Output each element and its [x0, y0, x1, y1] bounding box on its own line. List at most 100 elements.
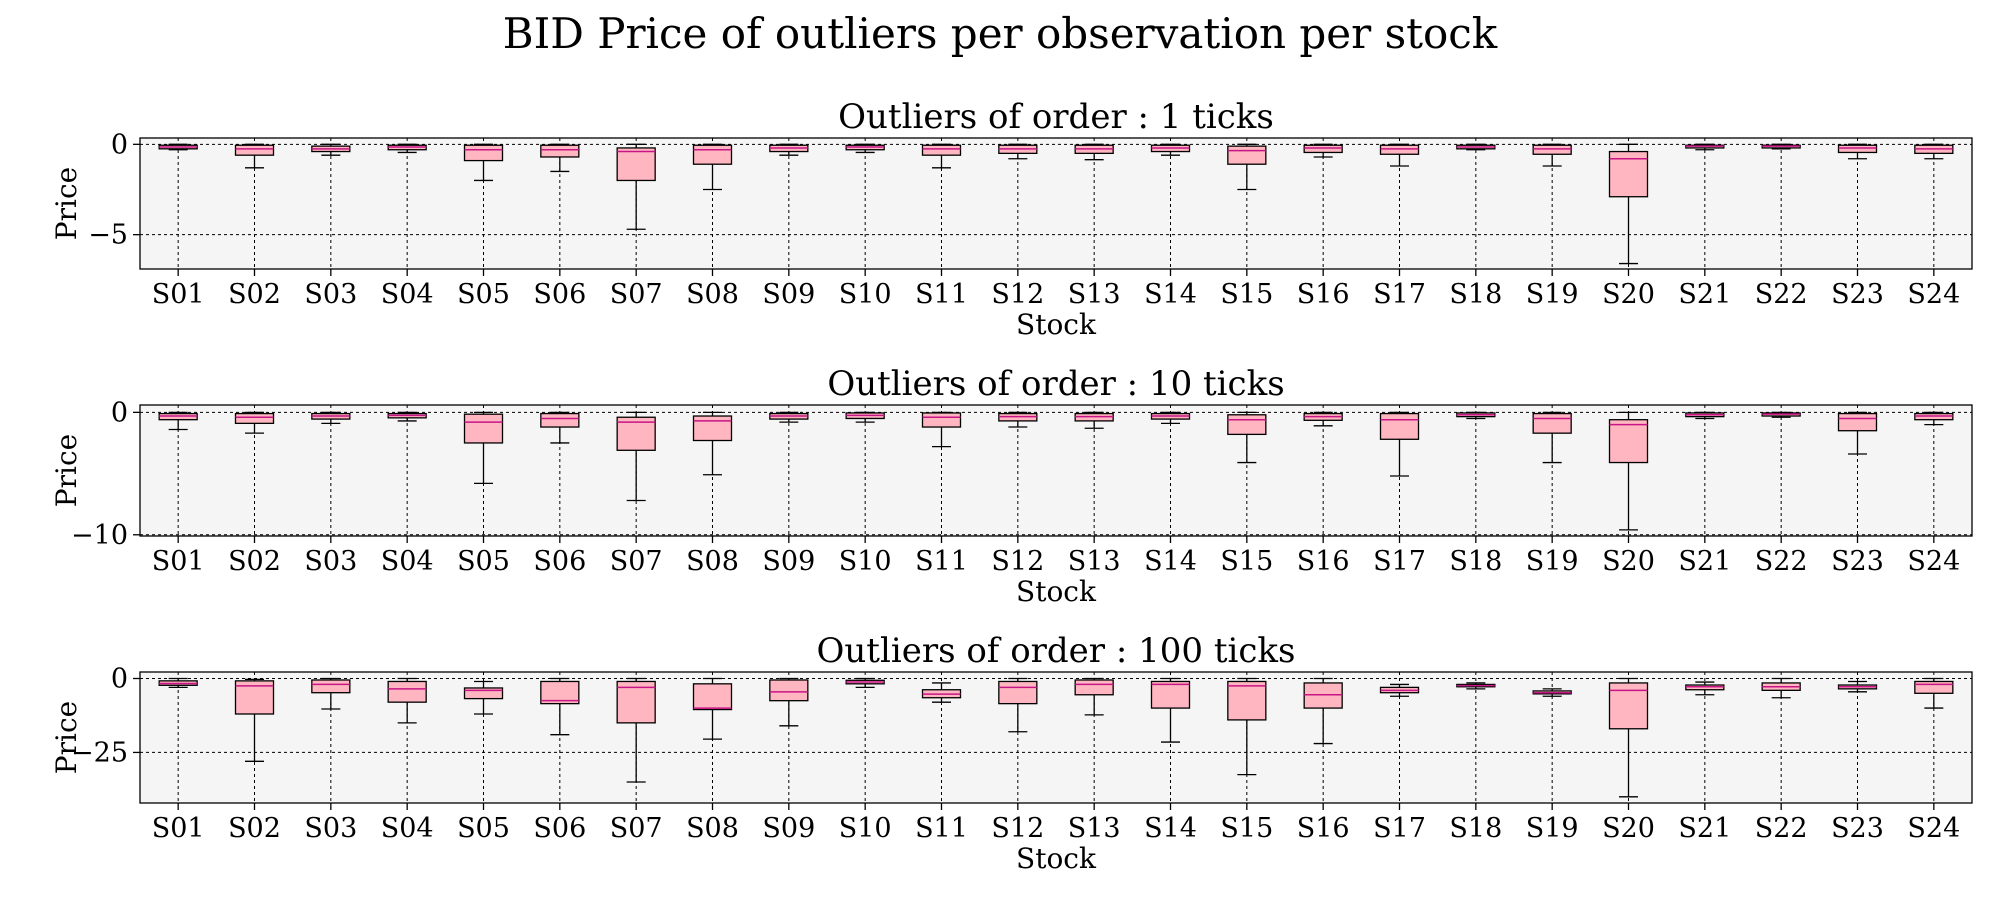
box-S05	[463, 411, 504, 485]
subplot-3: 0 −25 S01 S02 S03 S04 S05 S06 S07 S08 S09 S10 S11 S12…	[50, 631, 1973, 875]
x-tick-label: S21	[1678, 813, 1731, 844]
x-tick-label: S19	[1526, 546, 1579, 577]
x-tick-label: S22	[1755, 279, 1808, 310]
x-tick-label: S11	[915, 279, 968, 310]
box-body	[234, 144, 275, 156]
box-S09	[769, 143, 809, 156]
box-S14	[1150, 411, 1191, 425]
y-tick-label: −25	[71, 737, 128, 768]
box-S16	[1303, 411, 1343, 427]
x-tick-label: S07	[610, 813, 663, 844]
x-axis-label: Stock	[1016, 842, 1097, 875]
x-tick-label: S17	[1373, 813, 1426, 844]
box-S14	[1150, 677, 1191, 743]
box-S11	[921, 682, 962, 703]
box-body	[1227, 145, 1267, 165]
box-S23	[1837, 680, 1878, 693]
x-tick-label: S18	[1449, 279, 1502, 310]
box-body	[998, 680, 1038, 705]
x-axis-label: Stock	[1016, 575, 1097, 608]
subplot-title: Outliers of order : 10 ticks	[827, 364, 1284, 404]
box-S15	[1227, 677, 1267, 776]
x-tick-label: S08	[686, 813, 739, 844]
x-tick-label: S14	[1144, 813, 1197, 844]
box-body	[1532, 144, 1572, 155]
x-tick-label: S06	[533, 546, 586, 577]
x-tick-label: S05	[457, 546, 510, 577]
box-S06	[540, 143, 580, 173]
x-tick-label: S13	[1068, 279, 1121, 310]
box-S17	[1379, 683, 1420, 697]
x-tick-label: S09	[762, 813, 815, 844]
box-S24	[1914, 677, 1954, 709]
box-S08	[692, 411, 733, 476]
x-tick-label: S23	[1831, 279, 1884, 310]
box-S21	[1685, 411, 1725, 420]
box-S16	[1303, 143, 1343, 158]
box-S20	[1608, 143, 1649, 265]
x-tick-label: S12	[991, 546, 1044, 577]
box-S12	[998, 677, 1038, 733]
box-S06	[540, 677, 580, 736]
y-axis-label: Price	[50, 167, 83, 240]
x-tick-label: S24	[1907, 813, 1960, 844]
y-axis-label: Price	[50, 701, 83, 774]
box-body	[463, 144, 504, 162]
box-S17	[1379, 411, 1420, 477]
box-S15	[1227, 411, 1267, 464]
box-S23	[1837, 411, 1878, 455]
box-body	[1608, 419, 1649, 464]
box-body	[1837, 412, 1878, 432]
x-tick-label: S15	[1220, 813, 1273, 844]
x-tick-label: S01	[152, 813, 205, 844]
box-S16	[1303, 677, 1343, 745]
box-S08	[692, 143, 733, 191]
x-tick-label: S18	[1449, 813, 1502, 844]
box-S19	[1532, 688, 1572, 697]
box-S02	[234, 411, 275, 434]
box-S08	[692, 677, 733, 740]
box-S01	[158, 677, 198, 689]
box-S10	[845, 411, 885, 423]
box-body	[692, 683, 733, 711]
x-tick-label: S14	[1144, 279, 1197, 310]
box-S22	[1761, 411, 1801, 418]
x-tick-label: S04	[381, 813, 434, 844]
subplot-title: Outliers of order : 1 ticks	[838, 97, 1274, 137]
x-tick-label: S12	[991, 813, 1044, 844]
x-tick-label: S19	[1526, 813, 1579, 844]
axes-frame	[139, 137, 1973, 270]
x-tick-label: S13	[1068, 813, 1121, 844]
x-tick-label: S06	[533, 279, 586, 310]
x-tick-label: S21	[1678, 546, 1731, 577]
box-S01	[158, 411, 198, 431]
x-tick-label: S20	[1602, 279, 1655, 310]
box-body	[1227, 414, 1267, 436]
box-body	[1227, 680, 1267, 721]
x-tick-label: S15	[1220, 279, 1273, 310]
x-tick-label: S09	[762, 546, 815, 577]
y-tick-label: 0	[111, 129, 128, 160]
box-S06	[540, 411, 580, 444]
box-S13	[1074, 143, 1114, 161]
box-S01	[158, 143, 198, 151]
box-S24	[1914, 143, 1954, 160]
box-body	[616, 147, 656, 182]
box-S07	[616, 143, 656, 230]
box-S10	[845, 677, 885, 689]
x-tick-label: S06	[533, 813, 586, 844]
box-body	[1303, 144, 1343, 154]
box-S09	[769, 677, 809, 727]
box-body	[692, 415, 733, 442]
x-tick-label: S16	[1297, 279, 1350, 310]
y-tick-label: −5	[88, 220, 128, 251]
x-tick-label: S24	[1907, 546, 1960, 577]
x-tick-label: S02	[228, 813, 281, 844]
axes-background	[140, 405, 1972, 536]
box-body	[311, 679, 351, 694]
x-tick-label: S20	[1602, 813, 1655, 844]
box-S03	[311, 411, 351, 425]
box-S07	[616, 677, 656, 783]
x-axis-label: Stock	[1016, 308, 1097, 341]
